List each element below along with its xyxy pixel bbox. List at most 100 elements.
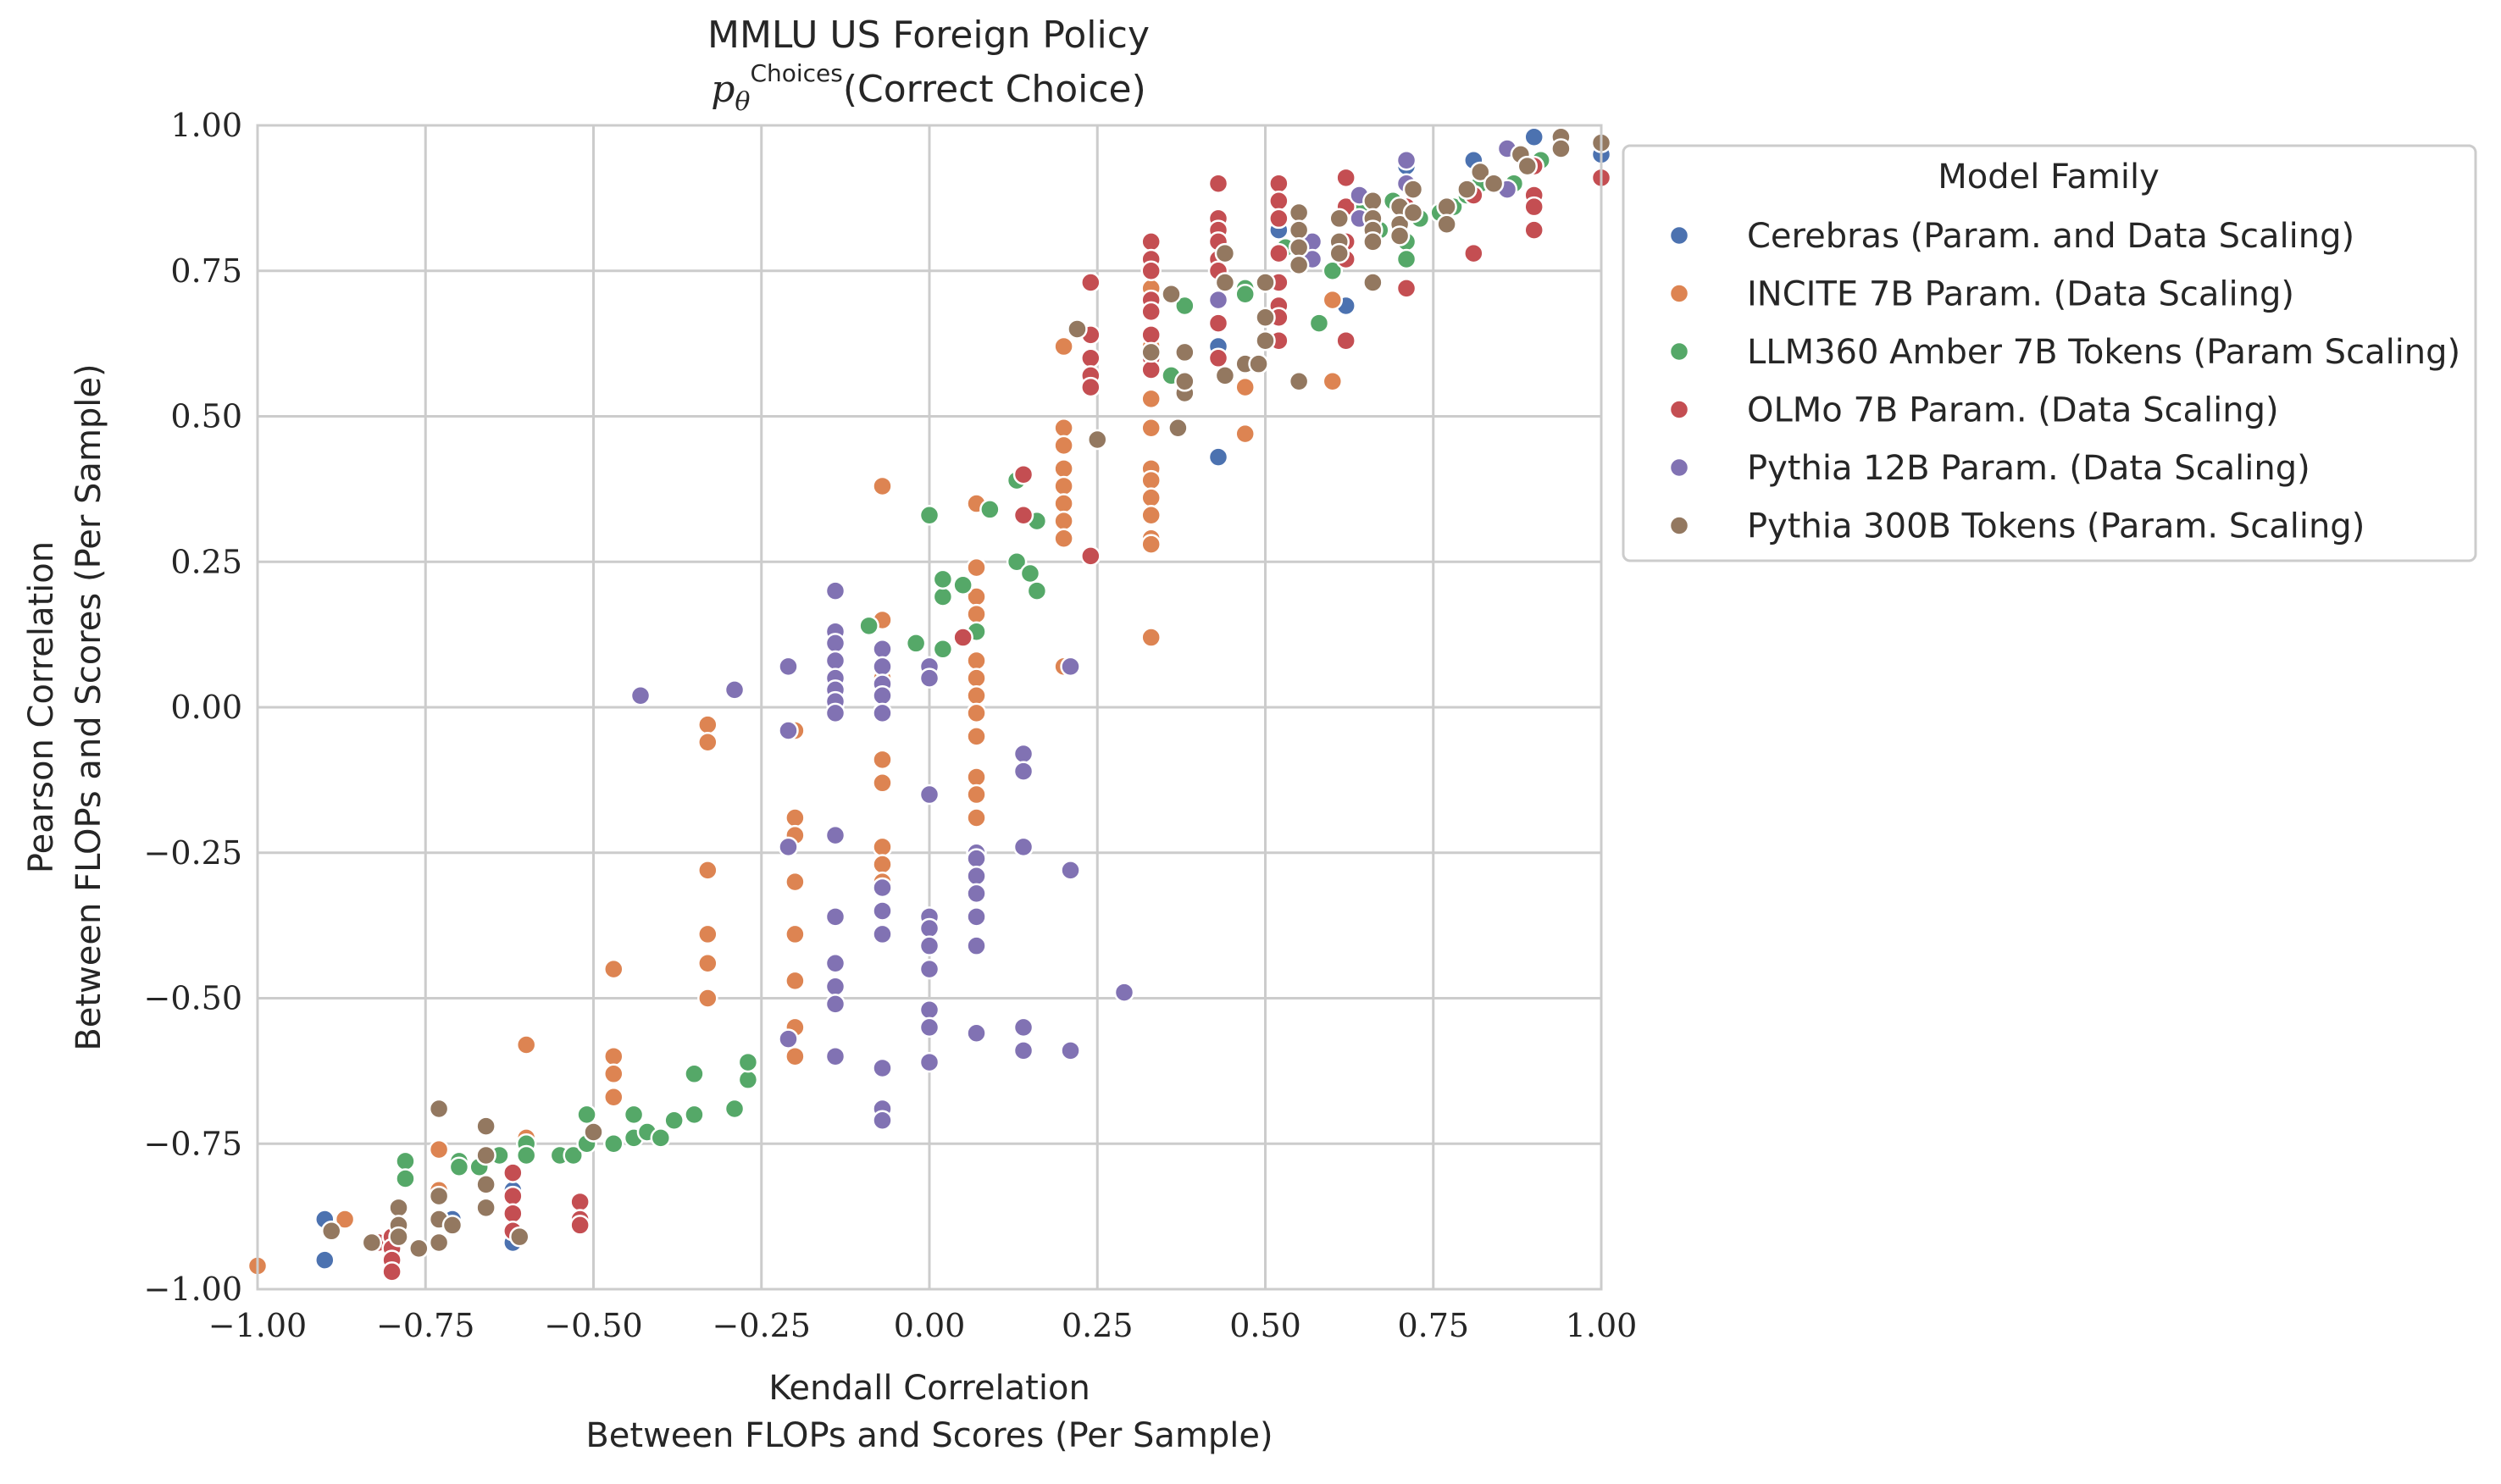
- data-point: [966, 767, 987, 788]
- data-point: [724, 1098, 746, 1120]
- data-point: [629, 685, 652, 706]
- data-point: [1248, 353, 1269, 374]
- data-point: [1012, 1016, 1034, 1038]
- plot-frame: [256, 124, 1603, 1291]
- legend-label: LLM360 Amber 7B Tokens (Param Scaling): [1747, 333, 2460, 372]
- data-point: [1060, 860, 1081, 881]
- data-point: [475, 1116, 496, 1137]
- data-point: [1006, 551, 1028, 573]
- data-point: [872, 900, 893, 922]
- y-axis-label-line1: Pearson Correlation: [22, 541, 61, 873]
- data-point: [1288, 202, 1310, 224]
- data-point: [475, 1197, 496, 1219]
- data-point: [1214, 365, 1236, 386]
- data-point: [1207, 446, 1229, 468]
- data-point: [1436, 213, 1457, 235]
- y-tick-label: 0.50: [170, 398, 242, 435]
- plot-area: [247, 124, 1612, 1291]
- data-point: [1523, 219, 1544, 241]
- data-point: [381, 1261, 402, 1282]
- legend-marker: [1668, 224, 1690, 246]
- data-point: [966, 807, 987, 828]
- data-point: [1140, 487, 1162, 508]
- data-point: [1335, 167, 1356, 189]
- data-point: [1456, 179, 1478, 200]
- data-point: [952, 627, 973, 648]
- x-tick-label: −0.50: [544, 1307, 642, 1344]
- data-point: [1463, 242, 1484, 264]
- data-point: [1362, 272, 1384, 293]
- data-point: [1234, 283, 1256, 305]
- subtitle-text: (Correct Choice): [843, 68, 1146, 111]
- data-point: [1288, 219, 1310, 241]
- data-point: [966, 906, 987, 928]
- data-point: [1470, 161, 1491, 183]
- data-point: [1335, 329, 1356, 352]
- data-point: [1402, 179, 1424, 200]
- data-point: [1140, 388, 1162, 410]
- data-point: [1395, 248, 1417, 270]
- data-point: [1019, 562, 1041, 584]
- data-point: [502, 1162, 524, 1183]
- data-point: [663, 1110, 685, 1132]
- data-point: [872, 749, 893, 771]
- data-point: [1483, 173, 1505, 194]
- data-point: [1389, 225, 1411, 246]
- data-point: [1140, 417, 1162, 439]
- y-tick-label: −0.75: [144, 1125, 242, 1162]
- data-point: [918, 505, 940, 526]
- data-point: [1140, 341, 1162, 363]
- data-point: [872, 639, 893, 660]
- data-point: [872, 685, 893, 706]
- data-point: [966, 784, 987, 806]
- data-point: [872, 923, 893, 945]
- data-point: [1207, 289, 1229, 311]
- y-tick-labels: −1.00 −0.75 −0.50 −0.25 0.00 0.25 0.50 0.75 1.00: [144, 107, 242, 1308]
- x-tick-label: 0.50: [1229, 1307, 1301, 1344]
- data-point: [1362, 191, 1384, 212]
- data-point: [785, 970, 806, 992]
- data-point: [1214, 272, 1236, 293]
- data-point: [502, 1203, 524, 1224]
- x-tick-label: 0.75: [1397, 1307, 1469, 1344]
- x-tick-label: 1.00: [1566, 1307, 1638, 1344]
- y-tick-label: −1.00: [144, 1271, 242, 1308]
- legend-label: Pythia 300B Tokens (Param. Scaling): [1747, 507, 2365, 546]
- data-point: [1113, 982, 1135, 1003]
- data-point: [1322, 289, 1344, 311]
- data-point: [1053, 528, 1074, 550]
- data-point: [1308, 313, 1330, 334]
- data-point: [1060, 1040, 1081, 1061]
- subtitle-superscript: Choices: [750, 59, 842, 87]
- data-point: [872, 854, 893, 875]
- data-point: [408, 1238, 430, 1260]
- data-point: [334, 1209, 356, 1230]
- data-point: [576, 1104, 597, 1126]
- data-point: [515, 1144, 537, 1166]
- data-point: [966, 667, 987, 689]
- data-point: [872, 836, 893, 858]
- data-point: [824, 953, 846, 974]
- data-point: [1080, 347, 1101, 369]
- data-point: [428, 1098, 450, 1120]
- data-point: [1362, 231, 1384, 252]
- data-point: [650, 1127, 672, 1149]
- data-point: [603, 1063, 624, 1085]
- data-point: [966, 1022, 987, 1044]
- data-point: [872, 656, 893, 678]
- data-point: [1268, 208, 1289, 230]
- legend-marker: [1668, 399, 1690, 420]
- x-axis-label-line1: Kendall Correlation: [768, 1369, 1090, 1408]
- data-point: [1140, 505, 1162, 526]
- data-point: [603, 1045, 624, 1067]
- data-point: [872, 772, 893, 794]
- data-point: [966, 685, 987, 706]
- data-point: [1322, 371, 1344, 392]
- legend-label: OLMo 7B Param. (Data Scaling): [1747, 391, 2279, 430]
- data-point: [966, 603, 987, 625]
- data-point: [395, 1168, 416, 1189]
- data-point: [966, 726, 987, 747]
- data-point: [428, 1232, 450, 1254]
- data-point: [1080, 545, 1101, 567]
